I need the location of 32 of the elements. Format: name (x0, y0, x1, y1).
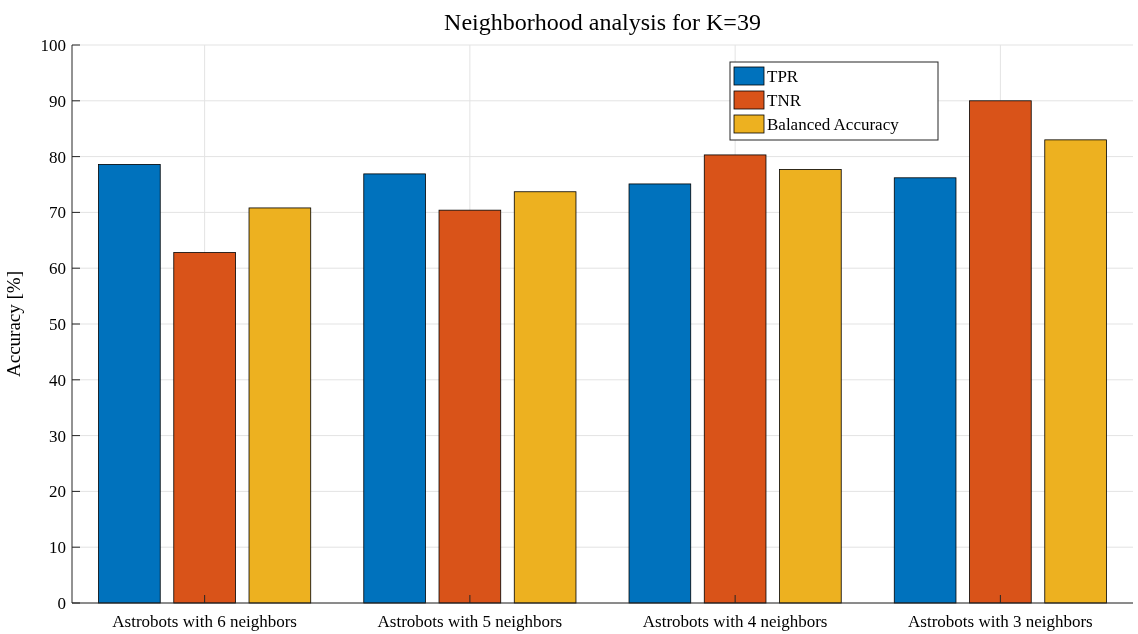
legend-label: TPR (767, 67, 799, 86)
bar (1044, 139, 1107, 604)
x-tick-label: Astrobots with 6 neighbors (112, 612, 297, 631)
y-tick-label: 40 (49, 370, 66, 390)
x-tick-label: Astrobots with 3 neighbors (908, 612, 1093, 631)
y-tick-label: 70 (49, 203, 66, 223)
chart-title: Neighborhood analysis for K=39 (444, 9, 761, 35)
bar (628, 183, 692, 604)
y-tick-label: 0 (57, 593, 66, 613)
y-tick-label: 10 (49, 538, 66, 558)
y-tick-label: 90 (49, 91, 66, 111)
x-tick-label: Astrobots with 5 neighbors (377, 612, 563, 631)
bar (969, 100, 1032, 604)
y-tick-label: 80 (49, 147, 66, 167)
bar (98, 164, 161, 604)
y-tick-label: 50 (49, 314, 66, 334)
y-axis-title: Accuracy [%] (3, 270, 24, 378)
x-tick-label: Astrobots with 4 neighbors (642, 612, 828, 631)
y-tick-label: 100 (40, 35, 66, 55)
bar (703, 154, 767, 604)
y-tick-label: 30 (49, 426, 66, 446)
bar (893, 177, 957, 604)
legend-label: Balanced Accuracy (767, 115, 900, 134)
bar (248, 207, 312, 604)
bar (363, 173, 426, 604)
bar (513, 191, 577, 604)
y-tick-label: 20 (49, 482, 66, 502)
legend-label: TNR (767, 91, 802, 110)
bar (779, 169, 842, 604)
y-tick-label: 60 (49, 259, 66, 279)
bar (438, 209, 502, 604)
bar (173, 252, 236, 604)
